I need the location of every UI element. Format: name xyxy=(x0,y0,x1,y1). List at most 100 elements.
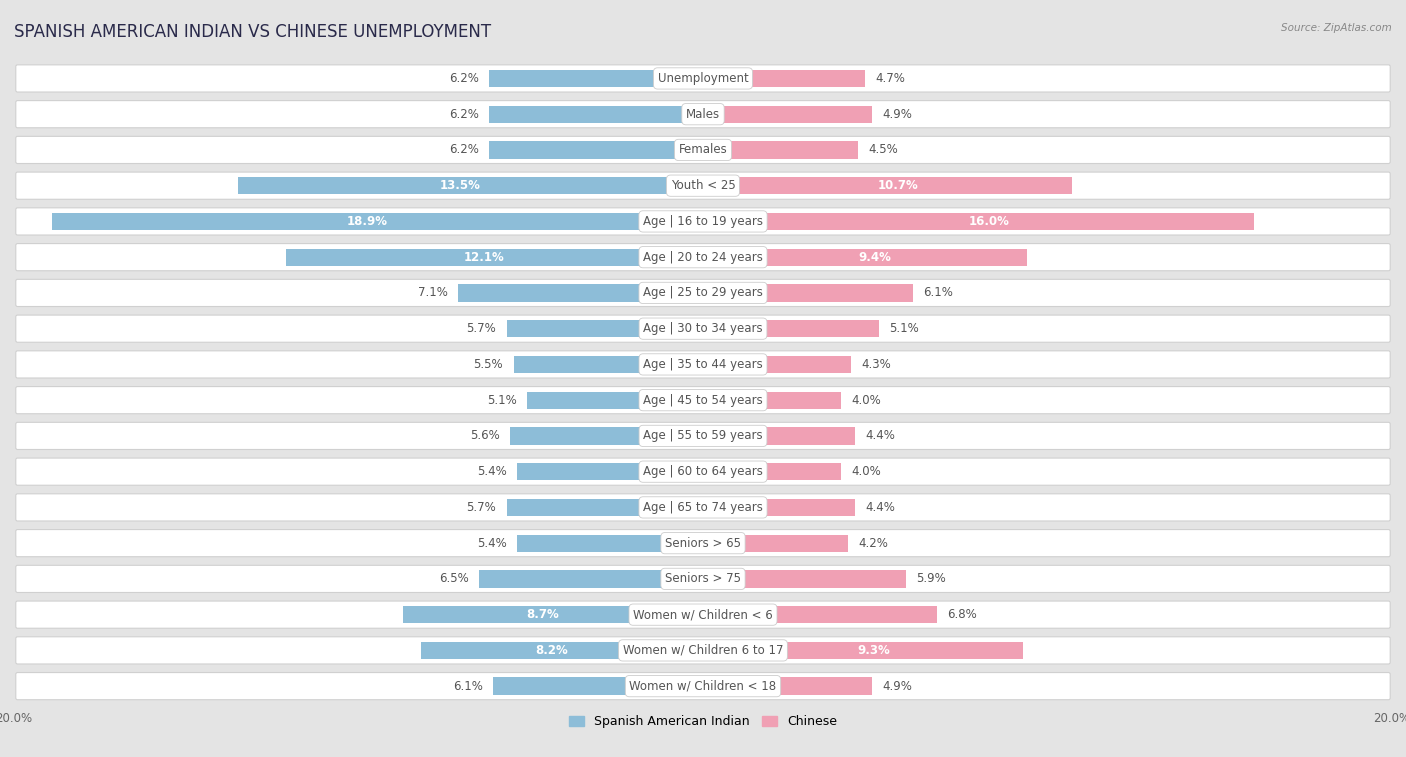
Bar xyxy=(238,177,703,195)
Bar xyxy=(703,678,872,695)
Text: 8.2%: 8.2% xyxy=(536,644,568,657)
Text: 5.5%: 5.5% xyxy=(474,358,503,371)
FancyBboxPatch shape xyxy=(15,637,1391,664)
Bar xyxy=(703,142,858,158)
Legend: Spanish American Indian, Chinese: Spanish American Indian, Chinese xyxy=(564,710,842,733)
FancyBboxPatch shape xyxy=(15,136,1391,164)
Text: Women w/ Children < 6: Women w/ Children < 6 xyxy=(633,608,773,621)
Bar xyxy=(703,105,872,123)
Text: Age | 45 to 54 years: Age | 45 to 54 years xyxy=(643,394,763,407)
Text: 16.0%: 16.0% xyxy=(969,215,1010,228)
Text: Age | 35 to 44 years: Age | 35 to 44 years xyxy=(643,358,763,371)
FancyBboxPatch shape xyxy=(15,458,1391,485)
Bar xyxy=(703,391,841,409)
Text: 7.1%: 7.1% xyxy=(418,286,449,300)
FancyBboxPatch shape xyxy=(15,422,1391,450)
Bar xyxy=(404,606,703,623)
Text: 6.2%: 6.2% xyxy=(450,107,479,120)
Text: Women w/ Children 6 to 17: Women w/ Children 6 to 17 xyxy=(623,644,783,657)
Bar xyxy=(420,642,703,659)
Bar xyxy=(703,285,912,301)
Text: 6.8%: 6.8% xyxy=(948,608,977,621)
Text: 9.3%: 9.3% xyxy=(858,644,890,657)
Text: 4.4%: 4.4% xyxy=(865,501,894,514)
Text: 4.9%: 4.9% xyxy=(882,107,912,120)
Text: 5.1%: 5.1% xyxy=(488,394,517,407)
Bar xyxy=(703,534,848,552)
FancyBboxPatch shape xyxy=(15,315,1391,342)
Text: Source: ZipAtlas.com: Source: ZipAtlas.com xyxy=(1281,23,1392,33)
Text: SPANISH AMERICAN INDIAN VS CHINESE UNEMPLOYMENT: SPANISH AMERICAN INDIAN VS CHINESE UNEMP… xyxy=(14,23,491,41)
Bar xyxy=(703,499,855,516)
Text: 9.4%: 9.4% xyxy=(859,251,891,263)
Text: 6.1%: 6.1% xyxy=(453,680,482,693)
Text: 4.7%: 4.7% xyxy=(875,72,905,85)
Bar xyxy=(527,391,703,409)
Bar xyxy=(703,248,1026,266)
Text: 6.5%: 6.5% xyxy=(439,572,468,585)
Text: Age | 25 to 29 years: Age | 25 to 29 years xyxy=(643,286,763,300)
Bar xyxy=(513,356,703,373)
Text: 5.1%: 5.1% xyxy=(889,322,918,335)
Bar xyxy=(52,213,703,230)
Text: Age | 55 to 59 years: Age | 55 to 59 years xyxy=(643,429,763,442)
Bar xyxy=(479,570,703,587)
Text: Age | 20 to 24 years: Age | 20 to 24 years xyxy=(643,251,763,263)
Text: 4.0%: 4.0% xyxy=(851,465,882,478)
Text: 6.2%: 6.2% xyxy=(450,72,479,85)
Bar xyxy=(703,320,879,338)
Bar xyxy=(703,427,855,444)
FancyBboxPatch shape xyxy=(15,244,1391,271)
Bar xyxy=(489,142,703,158)
Bar xyxy=(510,427,703,444)
Text: Seniors > 65: Seniors > 65 xyxy=(665,537,741,550)
FancyBboxPatch shape xyxy=(15,565,1391,593)
Bar xyxy=(489,70,703,87)
Text: 5.4%: 5.4% xyxy=(477,465,506,478)
FancyBboxPatch shape xyxy=(15,350,1391,378)
Text: 5.7%: 5.7% xyxy=(467,322,496,335)
Text: Seniors > 75: Seniors > 75 xyxy=(665,572,741,585)
Bar xyxy=(703,70,865,87)
Text: 10.7%: 10.7% xyxy=(877,179,918,192)
Text: 4.0%: 4.0% xyxy=(851,394,882,407)
FancyBboxPatch shape xyxy=(15,65,1391,92)
Text: 4.4%: 4.4% xyxy=(865,429,894,442)
Text: Youth < 25: Youth < 25 xyxy=(671,179,735,192)
Text: 12.1%: 12.1% xyxy=(464,251,505,263)
Bar xyxy=(458,285,703,301)
Text: Females: Females xyxy=(679,143,727,157)
Text: Unemployment: Unemployment xyxy=(658,72,748,85)
FancyBboxPatch shape xyxy=(15,672,1391,699)
Bar xyxy=(703,463,841,480)
FancyBboxPatch shape xyxy=(15,387,1391,414)
FancyBboxPatch shape xyxy=(15,208,1391,235)
Text: Age | 16 to 19 years: Age | 16 to 19 years xyxy=(643,215,763,228)
Bar xyxy=(703,606,938,623)
Bar xyxy=(506,499,703,516)
FancyBboxPatch shape xyxy=(15,494,1391,521)
Text: 18.9%: 18.9% xyxy=(347,215,388,228)
Bar xyxy=(517,534,703,552)
Text: 6.1%: 6.1% xyxy=(924,286,953,300)
Bar xyxy=(506,320,703,338)
Bar xyxy=(517,463,703,480)
FancyBboxPatch shape xyxy=(15,172,1391,199)
Text: 6.2%: 6.2% xyxy=(450,143,479,157)
Bar xyxy=(494,678,703,695)
Bar xyxy=(703,213,1254,230)
Text: 13.5%: 13.5% xyxy=(440,179,481,192)
FancyBboxPatch shape xyxy=(15,601,1391,628)
Text: 4.3%: 4.3% xyxy=(862,358,891,371)
Text: Age | 60 to 64 years: Age | 60 to 64 years xyxy=(643,465,763,478)
Bar xyxy=(703,177,1071,195)
Text: Males: Males xyxy=(686,107,720,120)
FancyBboxPatch shape xyxy=(15,101,1391,128)
Bar xyxy=(703,570,907,587)
Bar xyxy=(287,248,703,266)
Text: Women w/ Children < 18: Women w/ Children < 18 xyxy=(630,680,776,693)
Text: 4.9%: 4.9% xyxy=(882,680,912,693)
Text: 8.7%: 8.7% xyxy=(526,608,560,621)
Text: 4.5%: 4.5% xyxy=(869,143,898,157)
Text: 5.9%: 5.9% xyxy=(917,572,946,585)
